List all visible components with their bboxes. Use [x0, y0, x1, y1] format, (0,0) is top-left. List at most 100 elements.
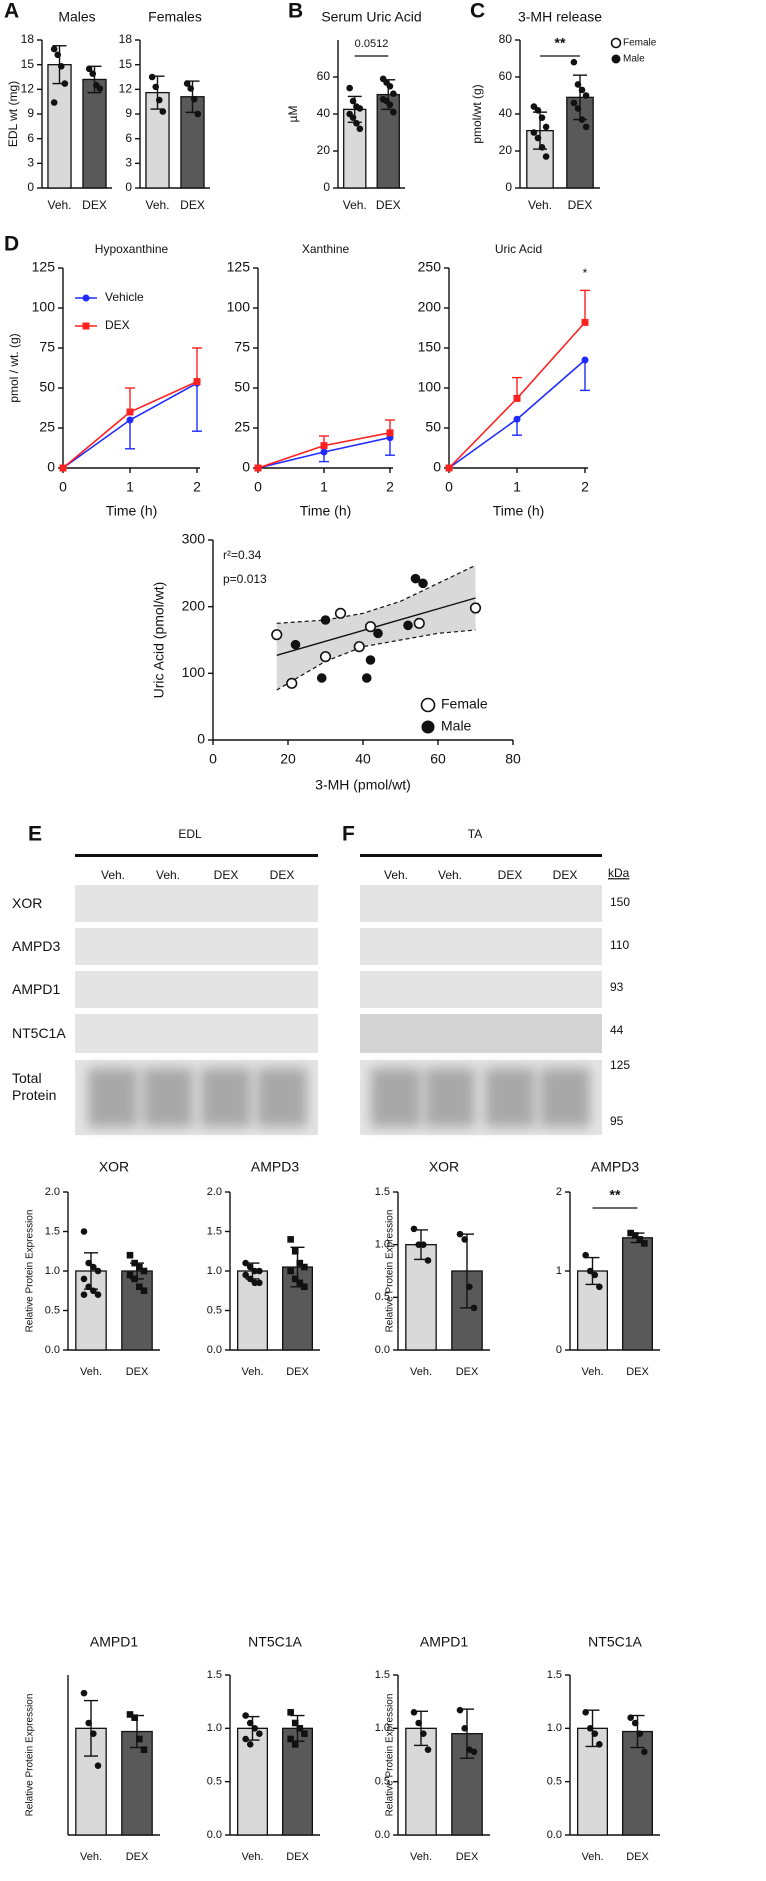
y-tick-label: 0.0	[45, 1344, 60, 1356]
scatter-point	[353, 641, 365, 653]
total-protein-lane	[371, 1068, 421, 1127]
data-point	[582, 123, 590, 131]
y-tick-label: 1.0	[547, 1722, 562, 1734]
y-tick-label: 3	[27, 156, 34, 170]
data-point	[641, 1748, 648, 1756]
data-point	[591, 1730, 599, 1737]
y-tick-label: 75	[234, 339, 250, 355]
y-tick-label: 1.0	[207, 1265, 222, 1277]
data-point	[542, 153, 550, 160]
legend-label: Male	[623, 54, 645, 65]
scatter-point	[418, 578, 428, 589]
y-tick-label: 0.5	[547, 1776, 562, 1788]
y-tick-label: 0.5	[375, 1776, 390, 1788]
confidence-band	[276, 565, 476, 690]
y-tick-label: 15	[21, 57, 35, 71]
y-tick-label: 75	[39, 339, 55, 355]
data-point	[356, 125, 364, 133]
y-tick-label: 0.0	[207, 1829, 222, 1841]
legend-label: Female	[441, 696, 488, 712]
y-tick-label: 0	[47, 459, 55, 475]
line-point	[126, 408, 134, 416]
y-tick-label: 1	[556, 1265, 562, 1277]
data-point	[356, 105, 364, 112]
data-point	[586, 1267, 594, 1275]
blot-background	[75, 928, 318, 965]
y-tick-label: 40	[317, 106, 331, 120]
data-point	[296, 1725, 304, 1732]
x-tick-label: 0	[445, 479, 453, 495]
x-tick-label: DEX	[82, 198, 107, 212]
data-point	[456, 1230, 464, 1238]
y-tick-label: 100	[182, 664, 206, 680]
data-point	[346, 84, 353, 92]
data-point	[256, 1279, 263, 1287]
significance-label: **	[555, 35, 566, 51]
data-point	[287, 1267, 294, 1275]
data-point	[94, 1267, 102, 1275]
line-point	[445, 464, 453, 472]
blot-row-label: Total Protein	[12, 1070, 56, 1103]
legend-marker	[82, 294, 90, 302]
chart-title: AMPD3	[251, 1159, 299, 1175]
y-tick-label: 1.5	[207, 1225, 222, 1237]
y-tick-label: 50	[425, 419, 441, 435]
data-point	[85, 65, 93, 73]
data-point	[353, 119, 360, 127]
x-tick-label: Veh.	[241, 1366, 263, 1378]
line-point	[254, 464, 262, 472]
y-tick-label: 60	[499, 69, 513, 83]
data-point	[410, 1709, 418, 1716]
total-protein-lane	[88, 1068, 138, 1127]
data-point	[287, 1735, 294, 1743]
bar	[622, 1237, 654, 1351]
total-protein-lane	[143, 1068, 193, 1127]
data-point	[246, 1719, 254, 1727]
y-tick-label: 0.0	[375, 1829, 390, 1841]
data-point	[596, 1283, 603, 1291]
y-tick-label: 0	[433, 459, 441, 475]
data-point	[61, 80, 69, 87]
kda-marker: 150	[610, 895, 630, 909]
data-point	[301, 1283, 308, 1291]
data-point	[636, 1236, 644, 1243]
x-tick-label: 2	[193, 479, 201, 495]
y-tick-label: 2	[556, 1186, 562, 1198]
lane-label: Veh.	[156, 868, 180, 882]
y-tick-label: 0.0	[547, 1829, 562, 1841]
y-tick-label: 18	[119, 32, 133, 46]
total-protein-lane	[257, 1068, 307, 1127]
data-point	[631, 1719, 639, 1727]
data-point	[190, 95, 198, 103]
chart-title: XOR	[429, 1159, 459, 1175]
x-tick-label: DEX	[626, 1851, 649, 1863]
row-label-text: AMPD3	[12, 937, 61, 954]
x-tick-label: 20	[280, 751, 296, 767]
y-tick-label: 125	[32, 259, 56, 275]
total-protein-lane	[485, 1068, 535, 1127]
data-point	[57, 63, 65, 70]
y-tick-label: 50	[39, 379, 55, 395]
data-point	[296, 1259, 304, 1267]
y-tick-label: 100	[32, 299, 56, 315]
chart-title: Females	[148, 9, 202, 25]
x-tick-label: DEX	[456, 1366, 479, 1378]
data-point	[578, 86, 586, 94]
chart-title: XOR	[99, 1159, 129, 1175]
data-point	[85, 1719, 92, 1727]
data-point	[582, 1709, 589, 1716]
data-point	[89, 70, 97, 78]
data-point	[80, 1689, 88, 1697]
blot-header-line	[360, 854, 602, 857]
y-tick-label: 1.0	[375, 1722, 390, 1734]
data-point	[386, 82, 394, 90]
data-point	[542, 123, 550, 131]
y-tick-label: 0.5	[207, 1776, 222, 1788]
data-point	[627, 1229, 634, 1237]
row-label-text: AMPD1	[12, 980, 61, 997]
line-point	[513, 394, 521, 402]
y-tick-label: 50	[234, 379, 250, 395]
data-point	[291, 1275, 299, 1283]
data-point	[287, 1236, 294, 1243]
data-point	[631, 1232, 639, 1239]
